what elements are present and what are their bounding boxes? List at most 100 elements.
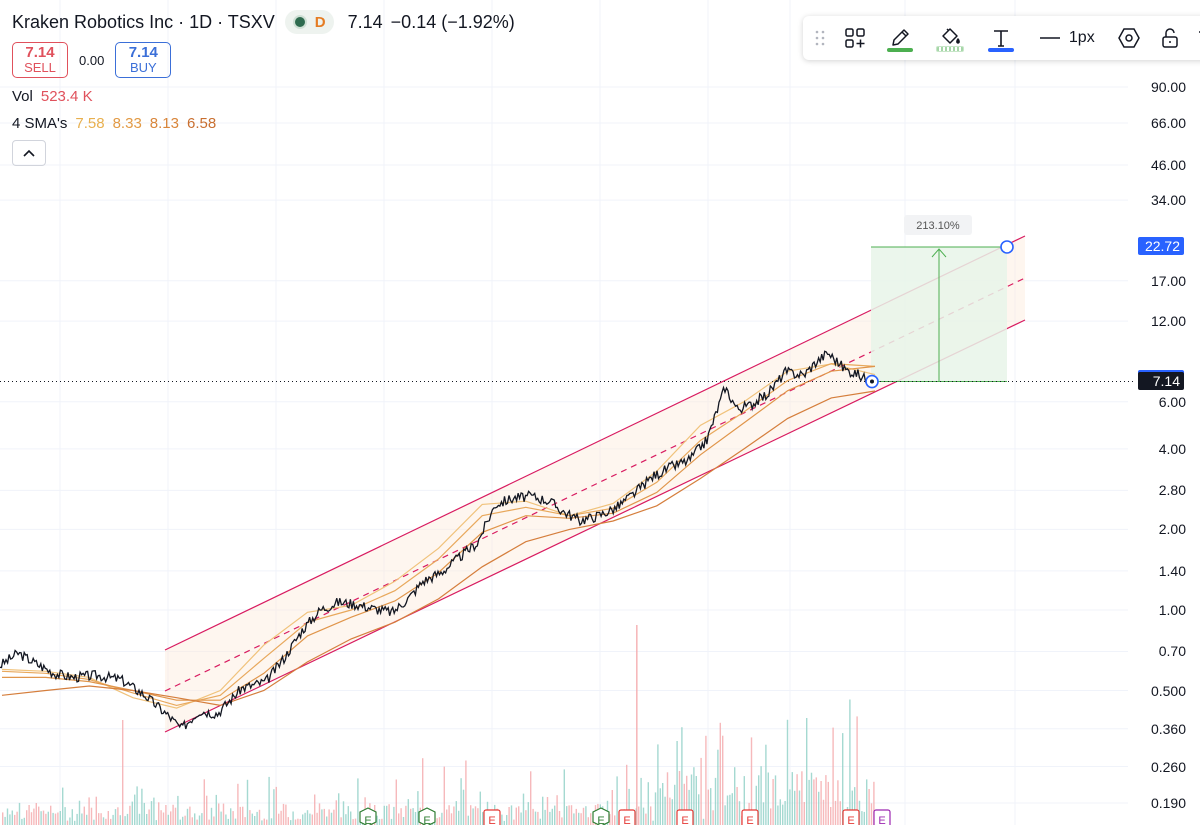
volume-bar — [758, 775, 760, 825]
volume-bar — [143, 802, 145, 825]
volume-indicator[interactable]: Vol 523.4 K — [12, 88, 515, 105]
volume-bar — [561, 817, 563, 825]
volume-bar — [542, 796, 544, 825]
volume-bar — [222, 803, 225, 825]
volume-bar — [263, 818, 265, 825]
lock-button[interactable] — [1152, 16, 1187, 60]
volume-bar — [114, 809, 117, 825]
line-color-button[interactable] — [881, 16, 920, 60]
volume-bar — [839, 801, 841, 825]
volume-bar — [395, 779, 397, 825]
add-widget-button[interactable] — [836, 16, 875, 60]
sma-indicator[interactable]: 4 SMA's 7.58 8.33 8.13 6.58 — [12, 115, 515, 132]
volume-bar — [328, 809, 330, 825]
volume-bar — [129, 805, 131, 825]
volume-bar-spike — [636, 625, 638, 825]
event-marker-label-4: E — [623, 815, 630, 825]
fill-color-button[interactable] — [931, 16, 970, 60]
volume-bar — [345, 814, 347, 825]
event-marker-label-1: E — [423, 815, 430, 825]
settings-hex-icon — [1118, 28, 1140, 48]
price-axis-label: 1.00 — [1158, 601, 1186, 618]
volume-bar — [153, 797, 155, 825]
volume-bar — [825, 775, 827, 825]
volume-bar — [194, 813, 196, 825]
volume-bar — [342, 801, 345, 825]
text-color-button[interactable] — [982, 16, 1021, 60]
volume-bar — [832, 727, 834, 825]
volume-bar — [590, 813, 592, 825]
volume-bar — [266, 819, 268, 825]
volume-bar — [407, 799, 409, 825]
event-marker-label-0: E — [364, 815, 371, 825]
volume-bar — [460, 778, 462, 825]
volume-bar — [352, 819, 354, 825]
volume-bar — [522, 793, 525, 825]
buy-button[interactable]: 7.14 BUY — [115, 42, 172, 78]
volume-bar — [254, 816, 256, 825]
volume-bar — [417, 791, 419, 825]
event-marker-label-2: E — [488, 815, 495, 825]
volume-bar — [294, 819, 297, 825]
volume-bar — [712, 810, 714, 825]
volume-bar — [794, 790, 796, 825]
event-marker-0 — [359, 807, 377, 825]
volume-bar — [578, 812, 580, 825]
volume-bar — [573, 813, 575, 825]
volume-bar — [165, 805, 167, 825]
volume-bar — [686, 775, 688, 825]
price-axis-label: 46.00 — [1150, 157, 1186, 173]
symbol-title[interactable]: Kraken Robotics Inc · 1D · TSXV — [12, 11, 275, 32]
volume-bar — [827, 781, 829, 825]
collapse-legend-button[interactable] — [12, 140, 46, 166]
volume-bar — [462, 789, 465, 825]
volume-bar — [609, 814, 611, 825]
event-marker-2 — [483, 809, 501, 825]
volume-bar — [28, 805, 30, 825]
volume-bar — [765, 744, 767, 825]
volume-bar — [42, 810, 45, 825]
volume-bar — [738, 801, 741, 825]
sma-line-4 — [1, 390, 876, 707]
volume-bar — [782, 804, 784, 825]
volume-bar — [110, 818, 112, 825]
line-width-button[interactable]: 1px — [1036, 16, 1097, 60]
volume-bar — [652, 820, 654, 825]
volume-bar — [568, 805, 570, 825]
volume-bar — [33, 808, 35, 825]
settings-button[interactable] — [1111, 16, 1146, 60]
volume-bar — [9, 814, 11, 825]
volume-bar — [388, 804, 390, 825]
volume-bar — [148, 809, 150, 825]
volume-bar — [736, 787, 738, 825]
volume-bar — [873, 781, 875, 825]
volume-bar — [124, 816, 126, 825]
pencil-icon — [892, 29, 909, 46]
drag-grip-icon[interactable] — [809, 16, 830, 60]
volume-bar — [93, 819, 95, 825]
volume-bar — [851, 790, 853, 825]
line-style-icon — [1039, 37, 1060, 39]
volume-bar — [719, 722, 721, 825]
delete-button[interactable] — [1192, 16, 1200, 60]
volume-bar — [796, 774, 798, 825]
volume-bar — [242, 806, 244, 825]
market-status-pill[interactable]: D — [284, 10, 334, 34]
volume-bar — [822, 799, 825, 825]
volume-bar — [278, 813, 280, 825]
volume-bar — [479, 791, 481, 825]
price-line — [0, 350, 871, 730]
volume-bar — [669, 797, 671, 825]
volume-bar — [525, 810, 527, 825]
chevron-up-icon — [23, 149, 35, 157]
sell-button[interactable]: 7.14 SELL — [12, 42, 68, 78]
volume-bar — [690, 774, 693, 825]
volume-bar — [290, 820, 292, 825]
volume-bar — [208, 819, 210, 825]
event-marker-label-8: E — [878, 815, 885, 825]
volume-bar — [582, 807, 585, 825]
volume-bar — [299, 819, 301, 825]
volume-bar — [287, 817, 289, 825]
